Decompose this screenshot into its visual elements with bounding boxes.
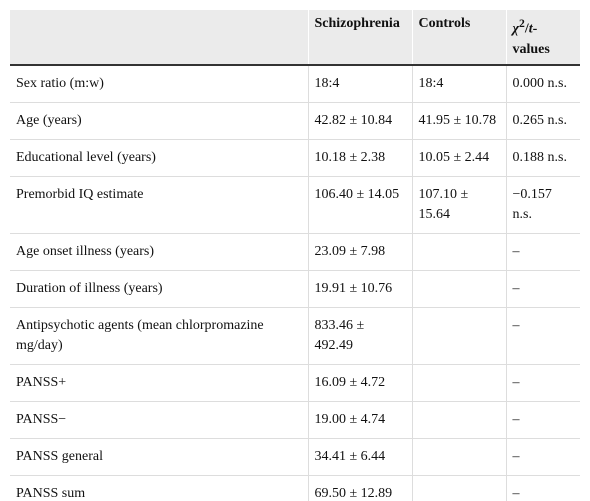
row-label: Age (years) <box>10 102 308 140</box>
header-text: t <box>528 21 533 37</box>
table-cell: 0.188 n.s. <box>505 139 580 177</box>
table-cell: −0.157 n.s. <box>505 176 580 234</box>
table-row: Sex ratio (m:w) 18:4 18:4 0.000 n.s. <box>10 64 580 103</box>
table-cell: 23.09 ± 7.98 <box>307 233 412 271</box>
table-cell: 10.05 ± 2.44 <box>411 139 506 177</box>
table-row: PANSS+ 16.09 ± 4.72 – <box>10 364 580 402</box>
table-row: Duration of illness (years) 19.91 ± 10.76… <box>10 270 580 308</box>
table-row: Premorbid IQ estimate 106.40 ± 14.05 107.1… <box>10 176 580 234</box>
header-cell: Controls <box>411 10 506 66</box>
table-cell: 42.82 ± 10.84 <box>307 102 412 140</box>
table-cell <box>411 307 506 365</box>
row-label: Age onset illness (years) <box>10 233 308 271</box>
table-cell: 19.00 ± 4.74 <box>307 401 412 439</box>
table-cell: 16.09 ± 4.72 <box>307 364 412 402</box>
header-cell: χ2/t-values <box>505 10 580 66</box>
table-cell: – <box>505 233 580 271</box>
header-cell: Schizophrenia <box>307 10 412 66</box>
table-cell <box>411 270 506 308</box>
row-label: Premorbid IQ estimate <box>10 176 308 234</box>
data-table: Schizophrenia Controls χ2/t-values Sex rat… <box>10 10 580 501</box>
header-text: χ <box>512 21 520 37</box>
table-cell: 833.46 ± 492.49 <box>307 307 412 365</box>
row-label: PANSS+ <box>10 364 308 402</box>
header-row: Schizophrenia Controls χ2/t-values <box>10 10 580 66</box>
table-body: Sex ratio (m:w) 18:4 18:4 0.000 n.s. Age (ye… <box>10 64 580 501</box>
table-cell: – <box>505 401 580 439</box>
table-row: Age (years) 42.82 ± 10.84 41.95 ± 10.78 0.2… <box>10 102 580 140</box>
table-cell <box>411 475 506 501</box>
row-label: PANSS− <box>10 401 308 439</box>
table-row: PANSS sum 69.50 ± 12.89 – <box>10 475 580 501</box>
table-cell: – <box>505 307 580 365</box>
row-label: Educational level (years) <box>10 139 308 177</box>
table-cell: – <box>505 438 580 476</box>
table-cell: 18:4 <box>307 64 412 103</box>
table-cell <box>411 401 506 439</box>
table-cell: 10.18 ± 2.38 <box>307 139 412 177</box>
table-cell: 18:4 <box>411 64 506 103</box>
row-label: PANSS sum <box>10 475 308 501</box>
table-cell <box>411 233 506 271</box>
table-row: Age onset illness (years) 23.09 ± 7.98 – <box>10 233 580 271</box>
table-cell: – <box>505 475 580 501</box>
header-text: -values <box>512 21 550 57</box>
table-row: Educational level (years) 10.18 ± 2.38 10.… <box>10 139 580 177</box>
row-label: PANSS general <box>10 438 308 476</box>
table-row: PANSS− 19.00 ± 4.74 – <box>10 401 580 439</box>
row-label: Sex ratio (m:w) <box>10 64 308 103</box>
row-label: Duration of illness (years) <box>10 270 308 308</box>
table-row: Antipsychotic agents (mean chlorpromazin… <box>10 307 580 365</box>
header-cell <box>10 10 308 66</box>
table-row: PANSS general 34.41 ± 6.44 – <box>10 438 580 476</box>
table-cell: 107.10 ± 15.64 <box>411 176 506 234</box>
table-cell: 19.91 ± 10.76 <box>307 270 412 308</box>
row-label: Antipsychotic agents (mean chlorpromazin… <box>10 307 308 365</box>
table-cell <box>411 364 506 402</box>
table-cell: 106.40 ± 14.05 <box>307 176 412 234</box>
table-cell: 0.265 n.s. <box>505 102 580 140</box>
table-cell: – <box>505 364 580 402</box>
header-text: / <box>524 21 529 37</box>
header-text: 2 <box>519 17 525 30</box>
table-cell <box>411 438 506 476</box>
table-cell: – <box>505 270 580 308</box>
table-cell: 69.50 ± 12.89 <box>307 475 412 501</box>
table-cell: 34.41 ± 6.44 <box>307 438 412 476</box>
table-cell: 0.000 n.s. <box>505 64 580 103</box>
table-cell: 41.95 ± 10.78 <box>411 102 506 140</box>
